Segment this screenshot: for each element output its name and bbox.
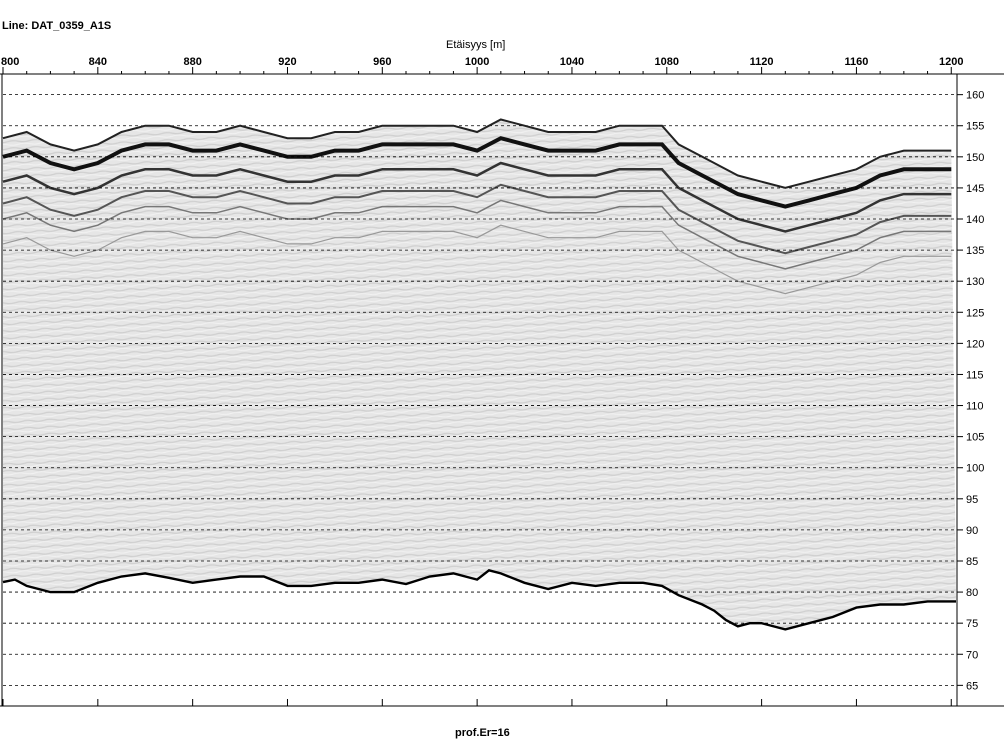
y-tick-label: 140 xyxy=(966,214,984,226)
footer-label: prof.Er=16 xyxy=(455,727,510,739)
y-tick-label: 115 xyxy=(966,369,984,381)
reflection-band xyxy=(2,224,952,295)
x-tick-label: 1120 xyxy=(750,56,774,68)
x-tick-label: 800 xyxy=(1,56,19,68)
y-tick-label: 120 xyxy=(966,338,984,350)
x-axis-ticks: 800 840 880 920 960 1000 1040 1080 1120 1160 1200 xyxy=(1,56,964,706)
reflection-band xyxy=(2,183,952,255)
y-tick-label: 130 xyxy=(966,276,984,288)
x-tick-label: 880 xyxy=(183,56,201,68)
y-tick-label: 70 xyxy=(966,649,978,661)
y-tick-label: 75 xyxy=(966,618,978,630)
plot-frame xyxy=(0,73,1004,707)
y-tick-label: 160 xyxy=(966,90,984,102)
y-tick-label: 125 xyxy=(966,307,984,319)
y-tick-label: 150 xyxy=(966,152,984,164)
x-tick-label: 1040 xyxy=(560,56,584,68)
x-tick-label: 1000 xyxy=(465,56,489,68)
y-tick-label: 80 xyxy=(966,587,978,599)
reflection-band xyxy=(2,136,952,209)
y-tick-label: 135 xyxy=(966,245,984,257)
bottom-reflector-line xyxy=(2,568,956,631)
data-lines xyxy=(2,118,956,631)
y-tick-label: 110 xyxy=(966,401,984,413)
y-tick-label: 65 xyxy=(966,680,978,692)
x-tick-label: 1080 xyxy=(655,56,679,68)
y-tick-label: 145 xyxy=(966,183,984,195)
y-tick-label: 85 xyxy=(966,556,978,568)
y-tick-label: 95 xyxy=(966,494,978,506)
x-tick-label: 1160 xyxy=(844,56,868,68)
y-tick-label: 100 xyxy=(966,463,984,475)
reflection-band xyxy=(2,199,952,270)
y-tick-label: 90 xyxy=(966,525,978,537)
x-axis-title: Etäisyys [m] xyxy=(446,39,506,51)
x-tick-label: 920 xyxy=(278,56,296,68)
y-tick-label: 155 xyxy=(966,121,984,133)
y-axis-ticks: 65 70 75 80 85 90 95 100 105 110 115 120 125 130 135 14… xyxy=(957,90,984,692)
x-tick-label: 960 xyxy=(373,56,391,68)
surface-line xyxy=(2,118,952,189)
x-tick-label: 1200 xyxy=(939,56,963,68)
grid-lines xyxy=(3,94,956,686)
y-tick-label: 105 xyxy=(966,432,984,444)
line-title: Line: DAT_0359_A1S xyxy=(2,20,112,32)
reflection-band xyxy=(2,161,952,233)
x-tick-label: 840 xyxy=(89,56,107,68)
